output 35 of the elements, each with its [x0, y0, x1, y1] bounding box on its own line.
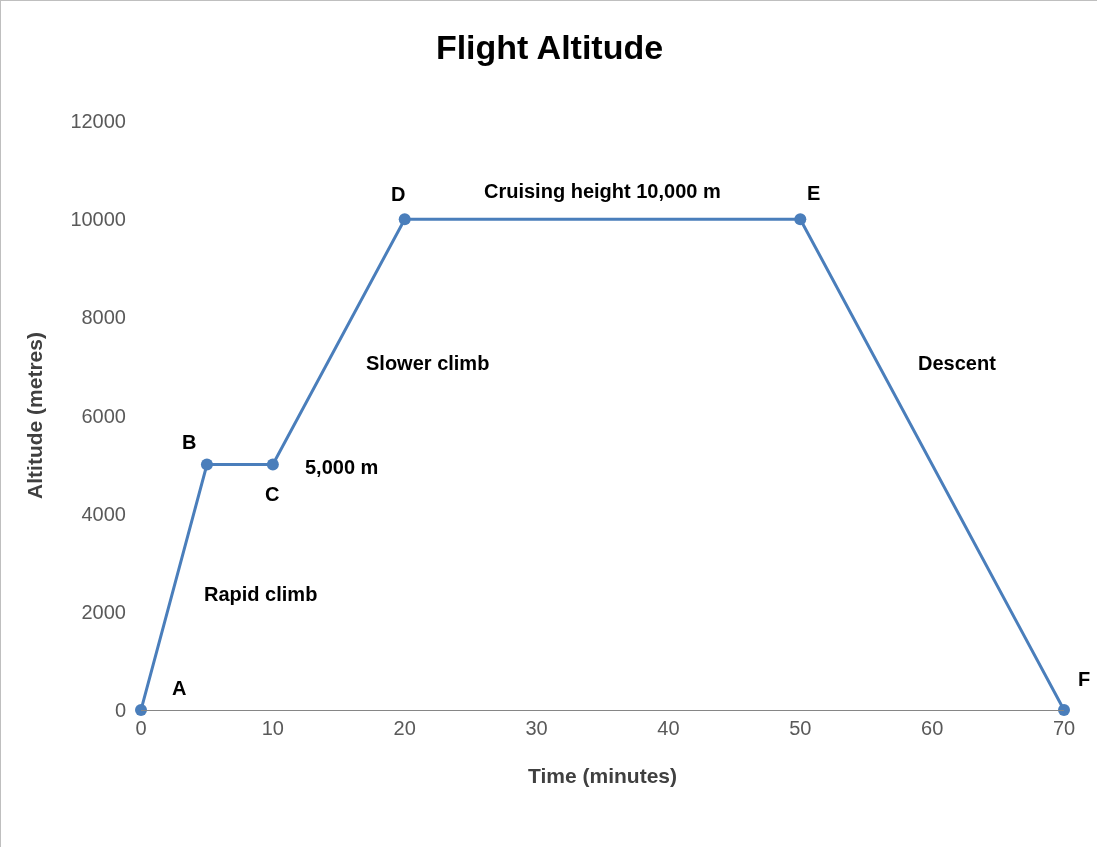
x-tick-label: 60: [921, 717, 944, 739]
x-tick-label: 20: [393, 717, 416, 739]
y-tick-label: 4000: [81, 502, 126, 525]
chart-title: Flight Altitude: [435, 27, 664, 66]
annotation: Rapid climb: [204, 583, 318, 605]
point: [135, 704, 147, 716]
y-tick-label: 8000: [81, 306, 126, 329]
y-tick-label: 2000: [81, 600, 126, 623]
annotation: C: [265, 483, 280, 505]
annotation: Slower climb: [366, 352, 490, 374]
x-tick-label: 50: [789, 717, 812, 739]
y-axis-title: Altitude (metres): [22, 332, 46, 499]
point: [266, 458, 279, 471]
annotation: D: [391, 183, 406, 205]
y-tick-label: 6000: [81, 404, 126, 427]
y-tick-label: 10000: [70, 208, 126, 231]
point: [200, 458, 213, 471]
point: [1058, 704, 1070, 716]
annotation: F: [1078, 668, 1091, 690]
point: [398, 213, 411, 226]
annotation: Descent: [918, 352, 997, 374]
x-tick-label: 70: [1052, 717, 1076, 739]
annotation: B: [182, 431, 197, 453]
x-tick-label: 30: [525, 717, 548, 739]
y-tick-label: 0: [114, 699, 126, 721]
y-tick-label: 12000: [70, 110, 126, 132]
x-tick-label: 0: [135, 717, 147, 739]
x-axis-title: Time (minutes): [528, 764, 677, 787]
annotation: A: [172, 677, 187, 699]
x-tick-label: 10: [261, 717, 284, 739]
annotation: E: [807, 182, 821, 204]
annotation: 5,000 m: [305, 456, 379, 478]
point: [794, 213, 807, 226]
x-tick-label: 40: [657, 717, 680, 739]
annotation: Cruising height 10,000 m: [484, 180, 721, 202]
